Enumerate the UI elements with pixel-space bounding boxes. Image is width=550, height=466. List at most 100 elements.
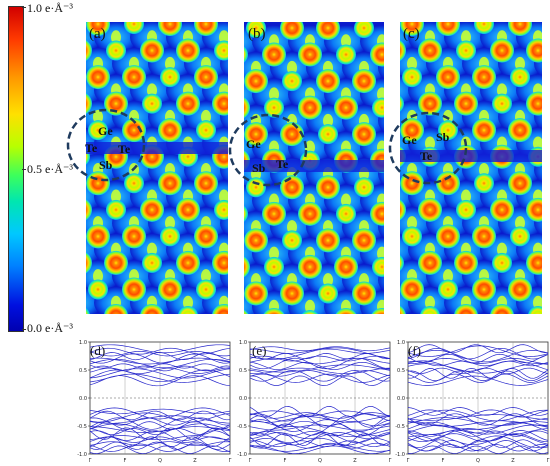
band-line — [249, 413, 391, 422]
colorbar-tick-mid — [22, 169, 26, 170]
band-line — [407, 414, 549, 421]
band-line — [89, 352, 231, 361]
band-line — [407, 433, 549, 443]
density-panel-c — [400, 22, 542, 314]
xtick-label-0: Γ — [89, 458, 92, 464]
band-line — [407, 407, 549, 416]
band-line — [249, 357, 391, 370]
band-line — [249, 347, 391, 360]
band-panel-e: 1.0 0.5 0.0 -0.5 -1.0 Γ F Q Z Γ — [236, 338, 392, 466]
xtick-label-3: Z — [353, 458, 357, 464]
xtick-label-1: F — [284, 458, 287, 464]
band-line — [249, 355, 391, 362]
band-line — [249, 375, 391, 386]
band-line — [407, 375, 549, 386]
atom-label-c-te: Te — [420, 149, 433, 163]
atom-label-b-ge: Ge — [246, 137, 261, 151]
band-line — [249, 367, 391, 375]
atom-label-a-ge: Ge — [98, 124, 113, 138]
band-line — [249, 370, 391, 382]
xtick-label-4: Γ — [389, 458, 392, 464]
band-line — [249, 440, 391, 448]
panel-label-c: (c) — [403, 26, 420, 42]
band-line — [407, 363, 549, 374]
band-line — [89, 430, 231, 441]
band-line — [89, 347, 231, 355]
ytick-label-4: -1.0 — [237, 452, 247, 458]
panel-label-f: (f) — [408, 343, 421, 358]
ytick-label-1: 0.5 — [239, 368, 247, 374]
band-line — [249, 445, 391, 454]
band-line — [249, 361, 391, 371]
band-line — [89, 375, 231, 387]
ytick-label-4: -1.0 — [77, 452, 87, 458]
panel-label-b: (b) — [248, 26, 266, 42]
xtick-label-3: Z — [511, 458, 515, 464]
band-line — [407, 358, 548, 365]
band-line — [407, 409, 549, 422]
band-line — [249, 437, 391, 446]
band-line — [249, 416, 391, 423]
colorbar-label-mid: 0.5 e·Å⁻³ — [27, 162, 73, 176]
band-line — [89, 412, 231, 423]
band-line — [89, 408, 231, 415]
band-line — [249, 415, 391, 428]
band-line — [407, 435, 549, 448]
xtick-label-1: F — [442, 458, 445, 464]
atom-label-b-sb: Sb — [252, 161, 266, 175]
xtick-label-4: Γ — [229, 458, 232, 464]
band-line — [249, 357, 391, 365]
band-line — [407, 344, 548, 354]
atom-label-a-te2: Te — [118, 142, 131, 156]
band-line — [407, 353, 549, 364]
xtick-label-2: Q — [476, 458, 480, 464]
band-line — [407, 430, 549, 437]
band-line — [407, 421, 549, 434]
band-line — [249, 406, 391, 417]
band-line — [89, 445, 231, 454]
band-line — [89, 369, 231, 383]
colorbar-label-top: 1.0 e·Å⁻³ — [27, 1, 73, 15]
ytick-label-3: -0.5 — [395, 424, 405, 430]
band-line — [249, 420, 391, 427]
band-line — [249, 370, 391, 377]
band-line — [89, 368, 231, 379]
atom-label-a-sb: Sb — [99, 158, 113, 172]
ytick-label-2: 0.0 — [239, 396, 247, 402]
xtick-label-2: Q — [158, 458, 162, 464]
ytick-label-0: 1.0 — [239, 340, 247, 346]
xtick-label-0: Γ — [249, 458, 252, 464]
band-panel-d: 1.0 0.5 0.0 -0.5 -1.0 Γ F Q Z Γ — [76, 338, 232, 466]
band-line — [407, 349, 549, 363]
band-line — [407, 440, 549, 452]
band-line — [249, 419, 391, 432]
band-line — [249, 432, 391, 440]
xtick-label-1: F — [124, 458, 127, 464]
band-line — [89, 443, 231, 452]
band-line — [407, 434, 549, 446]
ytick-label-1: 0.5 — [397, 368, 405, 374]
panel-label-a: (a) — [89, 26, 106, 42]
ytick-label-1: 0.5 — [79, 368, 87, 374]
band-line — [407, 345, 549, 357]
band-line — [249, 426, 391, 438]
colorbar-tick-bottom — [22, 329, 26, 330]
xtick-label-2: Q — [318, 458, 322, 464]
band-panel-f: 1.0 0.5 0.0 -0.5 -1.0 Γ F Q Z Γ — [394, 338, 550, 466]
band-line — [249, 443, 391, 452]
band-line — [89, 367, 230, 375]
band-line — [89, 435, 231, 441]
band-line — [407, 360, 549, 372]
band-line — [89, 415, 231, 424]
band-line — [89, 363, 231, 369]
xtick-label-3: Z — [193, 458, 197, 464]
band-line — [249, 424, 391, 431]
band-line — [407, 439, 549, 449]
band-line — [89, 410, 231, 421]
ytick-label-3: -0.5 — [237, 424, 247, 430]
band-line — [249, 346, 391, 352]
panel-label-d: (d) — [90, 343, 106, 358]
ytick-label-0: 1.0 — [397, 340, 405, 346]
colorbar-tick-top — [22, 7, 26, 8]
band-line — [407, 444, 549, 452]
